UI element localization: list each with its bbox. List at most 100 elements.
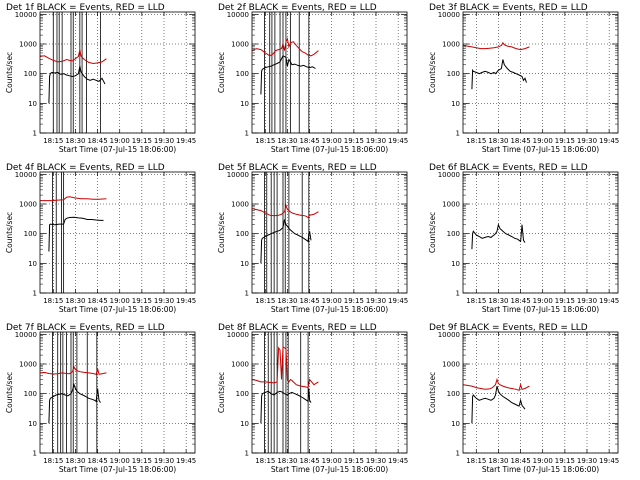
x-tick-label: 18:15 <box>255 457 275 465</box>
x-tick-label: 19:30 <box>577 137 597 145</box>
y-tick-label: 1 <box>456 290 460 298</box>
series-line-black <box>48 66 106 104</box>
x-tick-label: 18:45 <box>299 457 319 465</box>
series-line-black <box>260 388 312 424</box>
x-tick-label: 18:30 <box>488 297 508 305</box>
x-tick-label: 19:00 <box>533 457 553 465</box>
plot-frame <box>39 331 196 454</box>
x-tick-label: 18:30 <box>277 297 297 305</box>
y-tick-label: 10 <box>28 260 37 268</box>
x-axis-label: Start Time (07-Jul-15 18:06:00) <box>482 465 599 474</box>
x-tick-label: 19:15 <box>344 297 364 305</box>
x-tick-label: 19:30 <box>154 457 174 465</box>
plot-frame <box>251 171 408 294</box>
chart-title: Det 6f BLACK = Events, RED = LLD <box>429 163 588 173</box>
x-tick-label: 19:15 <box>555 457 575 465</box>
y-tick-label: 1000 <box>19 201 37 209</box>
x-axis-label: Start Time (07-Jul-15 18:06:00) <box>59 305 176 314</box>
y-tick-label: 1 <box>33 450 37 458</box>
x-tick-label: 19:45 <box>388 457 408 465</box>
series-line-black <box>48 383 101 424</box>
y-tick-label: 10 <box>240 100 249 108</box>
series-line-red <box>39 365 107 375</box>
x-tick-label: 19:45 <box>176 457 196 465</box>
series-line-red <box>251 203 319 219</box>
y-tick-label: 1000 <box>231 361 249 369</box>
chart-title: Det 2f BLACK = Events, RED = LLD <box>218 3 377 13</box>
x-tick-label: 19:00 <box>322 137 342 145</box>
series-line-red <box>462 377 530 391</box>
y-axis-label: Counts/sec <box>428 52 437 93</box>
y-tick-label: 1 <box>245 130 249 138</box>
x-axis-label: Start Time (07-Jul-15 18:06:00) <box>271 145 388 154</box>
y-tick-label: 100 <box>236 230 249 238</box>
series-line-black <box>471 385 526 424</box>
y-axis-label: Counts/sec <box>428 212 437 253</box>
y-tick-label: 1000 <box>231 41 249 49</box>
y-tick-label: 10000 <box>15 331 37 339</box>
y-tick-label: 100 <box>24 230 37 238</box>
y-tick-label: 100 <box>24 390 37 398</box>
y-tick-label: 10000 <box>438 331 460 339</box>
x-tick-label: 19:00 <box>110 137 130 145</box>
y-tick-label: 1 <box>33 290 37 298</box>
y-tick-label: 10000 <box>227 171 249 179</box>
x-tick-label: 19:15 <box>555 137 575 145</box>
y-axis-label: Counts/sec <box>5 212 14 253</box>
x-tick-label: 18:30 <box>65 457 85 465</box>
chart-title: Det 9f BLACK = Events, RED = LLD <box>429 323 588 333</box>
x-tick-label: 18:15 <box>466 457 486 465</box>
x-tick-label: 19:00 <box>322 297 342 305</box>
x-tick-label: 19:45 <box>599 297 619 305</box>
series-line-red <box>39 49 107 65</box>
series-line-red <box>462 41 530 51</box>
x-tick-label: 19:15 <box>132 457 152 465</box>
y-tick-label: 10 <box>28 100 37 108</box>
y-tick-label: 100 <box>236 70 249 78</box>
x-tick-label: 19:15 <box>132 297 152 305</box>
x-tick-label: 19:45 <box>599 137 619 145</box>
x-axis-label: Start Time (07-Jul-15 18:06:00) <box>271 305 388 314</box>
series-line-red <box>40 196 107 202</box>
x-tick-label: 18:30 <box>65 297 85 305</box>
x-tick-label: 19:30 <box>154 137 174 145</box>
x-tick-label: 18:45 <box>299 137 319 145</box>
chart-title: Det 1f BLACK = Events, RED = LLD <box>6 3 165 13</box>
y-axis-label: Counts/sec <box>5 52 14 93</box>
y-tick-label: 10000 <box>438 171 460 179</box>
x-tick-label: 19:00 <box>110 457 130 465</box>
y-tick-label: 10 <box>451 260 460 268</box>
y-tick-label: 100 <box>447 70 460 78</box>
x-tick-label: 18:45 <box>299 297 319 305</box>
y-tick-label: 10 <box>451 100 460 108</box>
y-tick-label: 100 <box>447 230 460 238</box>
y-tick-label: 1000 <box>442 201 460 209</box>
y-tick-label: 100 <box>24 70 37 78</box>
x-tick-label: 18:45 <box>87 137 107 145</box>
x-tick-label: 18:15 <box>466 137 486 145</box>
x-tick-label: 19:45 <box>388 297 408 305</box>
x-tick-label: 18:30 <box>488 457 508 465</box>
series-line-black <box>48 216 104 252</box>
x-tick-label: 19:00 <box>533 297 553 305</box>
x-tick-label: 18:30 <box>277 137 297 145</box>
y-tick-label: 10000 <box>15 11 37 19</box>
y-tick-label: 1 <box>456 130 460 138</box>
x-axis-label: Start Time (07-Jul-15 18:06:00) <box>482 145 599 154</box>
plot-frame <box>462 11 619 134</box>
y-tick-label: 100 <box>236 390 249 398</box>
x-tick-label: 18:45 <box>87 297 107 305</box>
y-tick-label: 10000 <box>227 331 249 339</box>
y-tick-label: 10000 <box>15 171 37 179</box>
x-tick-label: 19:30 <box>577 297 597 305</box>
y-tick-label: 10 <box>451 420 460 428</box>
x-tick-label: 18:45 <box>510 137 530 145</box>
x-tick-label: 19:00 <box>110 297 130 305</box>
plot-frame <box>39 171 196 294</box>
x-tick-label: 19:15 <box>132 137 152 145</box>
